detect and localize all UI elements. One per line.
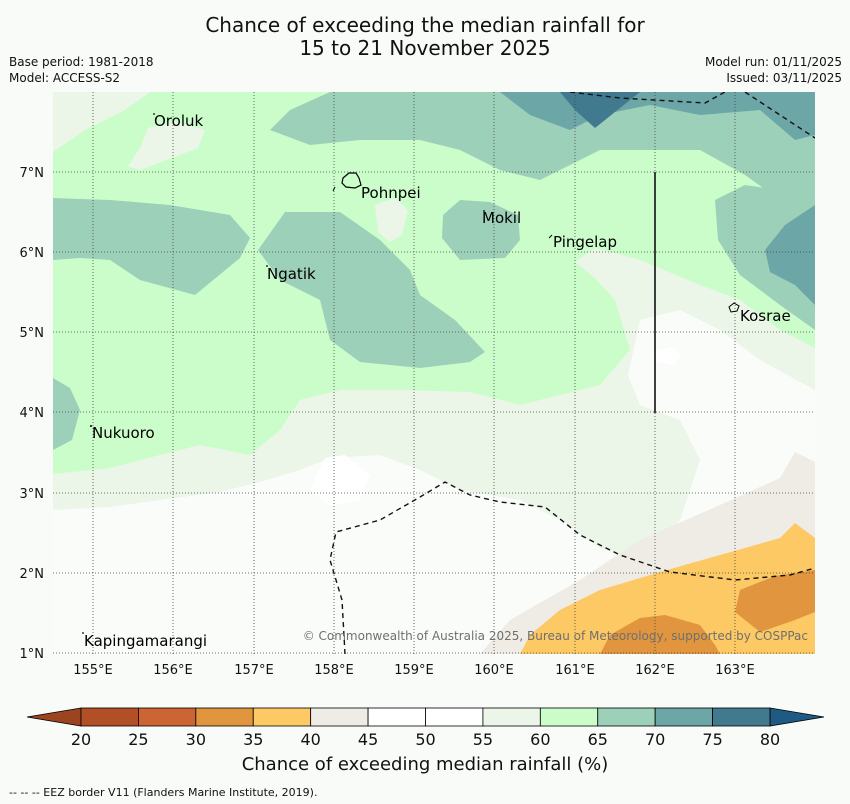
colorbar: 20 25 30 35 40 45 50 55 60 65 70 75 80 [26,707,825,749]
model-name: Model: ACCESS-S2 [9,71,121,85]
gridlines [53,92,815,654]
place-label: Kapingamarangi [84,632,207,650]
place-label: Mokil [482,209,521,227]
meta-right: Model run: 01/11/2025 Issued: 03/11/2025 [705,54,842,86]
lon-tick-label: 156°E [153,663,193,678]
ngatik-atoll [266,265,268,267]
colorbar-segment [597,707,656,727]
colorbar-under-arrow [26,707,82,727]
area-65-70 [53,378,80,450]
lat-tick-label: 5°N [20,326,45,341]
colorbar-tick-label: 20 [71,730,91,749]
colorbar-segment [367,707,426,727]
lat-tick-label: 3°N [20,487,45,502]
area-65-70 [442,200,520,260]
pingelap-atoll [548,234,553,239]
place-label: Kosrae [740,307,791,325]
lon-tick-label: 157°E [234,663,274,678]
lat-tick-label: 7°N [20,166,45,181]
colorbar-tick-label: 30 [186,730,206,749]
ant-atoll [332,186,336,192]
eez-border [329,92,815,654]
colorbar-tick-label: 75 [702,730,722,749]
area-35-40 [520,523,815,654]
lat-tick-label: 1°N [20,647,45,662]
model-run: Model run: 01/11/2025 [704,55,842,69]
colorbar-segment [425,707,484,727]
title-line-2: 15 to 21 November 2025 [299,36,551,60]
eez-footnote: -- -- -- EEZ border V11 (Flanders Marine… [9,786,318,799]
lon-tick-label: 163°E [715,663,755,678]
pohnpei-coast [341,172,362,189]
colorbar-over-arrow [769,707,825,727]
colorbar-segment [80,707,139,727]
rainfall-map: Oroluk Pohnpei Mokil Pingelap Ngatik Kos… [53,92,815,654]
lon-tick-label: 160°E [474,663,514,678]
area-30-35 [600,615,720,654]
colorbar-segment [654,707,713,727]
colorbar-tick-label: 35 [243,730,263,749]
colorbar-tick-label: 55 [473,730,493,749]
colorbar-segment [539,707,599,727]
colorbar-segment [310,707,369,727]
nukuoro-atoll [90,425,92,427]
lon-tick-label: 155°E [73,663,113,678]
colorbar-tick-label: 50 [415,730,435,749]
colorbar-label: Chance of exceeding median rainfall (%) [241,754,609,775]
colorbar-tick-label: 70 [645,730,665,749]
area-65-70 [258,212,485,368]
place-label: Oroluk [154,112,203,130]
place-label: Pingelap [553,233,617,251]
oroluk-atoll [153,113,155,115]
lon-tick-label: 162°E [635,663,675,678]
colorbar-tick-label: 80 [760,730,780,749]
place-label: Ngatik [267,265,316,283]
colorbar-segment [712,707,771,727]
lon-tick-label: 161°E [555,663,595,678]
lat-tick-label: 2°N [20,567,45,582]
title-line-1: Chance of exceeding the median rainfall … [205,13,645,37]
mokil-atoll [483,210,485,212]
colorbar-tick-label: 60 [530,730,550,749]
area-55-60 [375,198,408,242]
area-75-80 [560,92,640,128]
colorbar-tick-label: 40 [300,730,320,749]
area-70-75 [765,205,815,305]
colorbar-tick-label: 45 [358,730,378,749]
area-45-50 [310,455,370,506]
colorbar-segment [138,707,197,727]
area-45-50 [653,347,682,365]
colorbar-segment [482,707,541,727]
kosrae-coast [728,302,740,313]
colorbar-segment [252,707,312,727]
lat-tick-label: 4°N [20,406,45,421]
base-period: Base period: 1981-2018 [9,55,154,69]
place-label: Nukuoro [92,424,155,442]
colorbar-tick-label: 25 [128,730,148,749]
lon-tick-label: 158°E [314,663,354,678]
colorbar-tick-label: 65 [588,730,608,749]
area-65-70 [715,185,815,330]
lon-tick-label: 159°E [394,663,434,678]
meta-left: Base period: 1981-2018 Model: ACCESS-S2 [9,54,154,86]
area-55-60 [53,92,150,152]
place-label: Pohnpei [361,184,421,202]
area-65-70 [270,92,815,200]
chart-title: Chance of exceeding the median rainfall … [0,14,850,60]
area-55-60 [128,122,205,170]
colorbar-segment [195,707,254,727]
copyright-notice: © Commonwealth of Australia 2025, Bureau… [303,629,808,643]
kapingamarangi-atoll [82,632,84,634]
lat-tick-label: 6°N [20,246,45,261]
issued-date: Issued: 03/11/2025 [726,71,842,85]
area-30-35 [735,570,815,632]
area-65-70 [53,198,250,295]
